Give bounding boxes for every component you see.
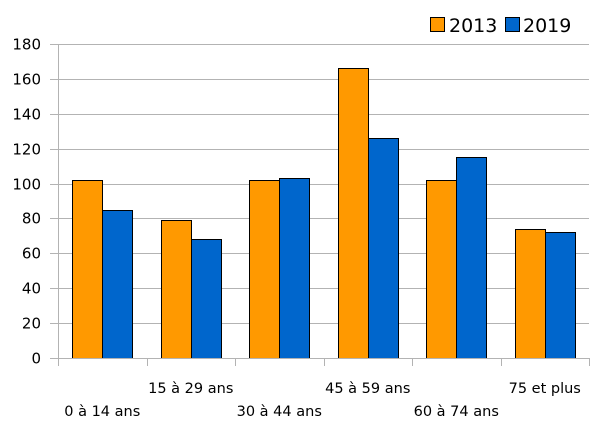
bar-2019-5 xyxy=(545,232,576,359)
y-tick-label: 100 xyxy=(12,176,41,194)
x-category-label: 60 à 74 ans xyxy=(414,404,499,420)
bar-2013-2 xyxy=(249,180,280,359)
y-tick-label: 40 xyxy=(22,280,41,298)
y-tick-label: 20 xyxy=(22,315,41,333)
bar-2019-0 xyxy=(102,210,133,359)
legend: 2013 2019 xyxy=(430,15,571,37)
bar-2019-3 xyxy=(368,138,399,359)
bar-2019-4 xyxy=(456,157,487,359)
bar-2013-4 xyxy=(426,180,457,359)
legend-swatch-2013 xyxy=(430,17,445,32)
gridlines xyxy=(50,44,589,359)
y-tick-label: 160 xyxy=(12,71,41,89)
bar-2019-2 xyxy=(279,178,310,359)
legend-swatch-2019 xyxy=(505,17,520,32)
x-category-label: 75 et plus xyxy=(509,381,581,397)
legend-label-2013: 2013 xyxy=(449,15,497,37)
x-category-label: 0 à 14 ans xyxy=(64,404,140,420)
y-tick-label: 80 xyxy=(22,210,41,228)
axes xyxy=(58,44,590,366)
bars xyxy=(72,68,576,359)
bar-2013-0 xyxy=(72,180,103,359)
legend-label-2019: 2019 xyxy=(523,15,571,37)
bar-2019-1 xyxy=(191,239,222,359)
bar-2013-1 xyxy=(161,220,192,359)
x-category-label: 30 à 44 ans xyxy=(237,404,322,420)
y-tick-label: 60 xyxy=(22,245,41,263)
y-tick-label: 140 xyxy=(12,106,41,124)
y-tick-label: 120 xyxy=(12,141,41,159)
y-tick-label: 0 xyxy=(31,350,41,368)
y-axis-tick-labels: 0 20 40 60 80 100 120 140 160 180 xyxy=(12,36,41,368)
y-tick-label: 180 xyxy=(12,36,41,54)
x-category-label: 15 à 29 ans xyxy=(148,381,233,397)
x-category-label: 45 à 59 ans xyxy=(325,381,410,397)
bar-2013-5 xyxy=(515,229,546,359)
bar-2013-3 xyxy=(338,68,369,359)
